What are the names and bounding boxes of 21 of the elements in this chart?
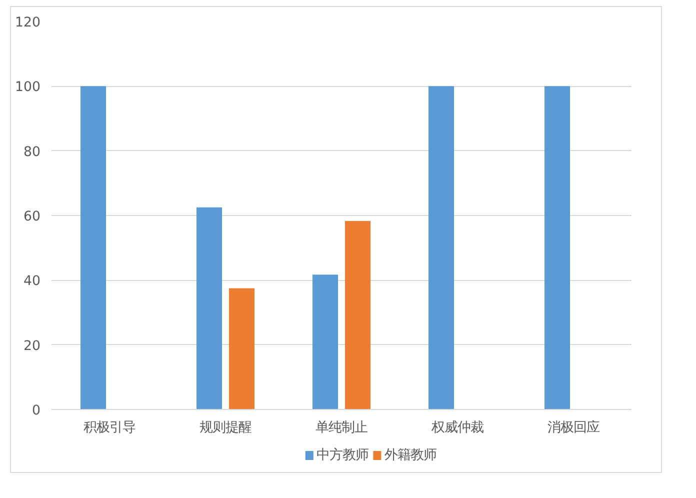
y-tick-label: 80 (24, 144, 41, 160)
bar (544, 86, 570, 410)
legend-label: 中方教师 (316, 447, 369, 463)
y-tick-label: 20 (24, 338, 41, 354)
y-tick-label: 60 (24, 210, 41, 224)
y-tick-label: 0 (32, 404, 41, 418)
y-tick-label: 40 (24, 274, 41, 290)
x-tick-label: 单纯制止 (316, 420, 368, 436)
bar (228, 288, 254, 410)
x-tick-label: 权威仲裁 (430, 420, 484, 436)
x-tick-label: 消极回应 (548, 420, 600, 436)
bar (80, 86, 106, 410)
legend-label: 外籍教师 (384, 448, 436, 463)
x-tick-label: 规则提醒 (200, 420, 252, 436)
bar (428, 86, 454, 410)
y-tick-label: 100 (15, 80, 41, 96)
bar (196, 207, 222, 410)
bar (312, 274, 338, 410)
bar (344, 220, 370, 410)
y-tick-label: 120 (15, 16, 41, 30)
x-tick-label: 积极引导 (84, 420, 136, 436)
